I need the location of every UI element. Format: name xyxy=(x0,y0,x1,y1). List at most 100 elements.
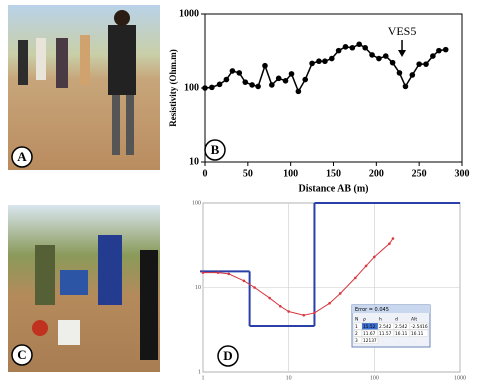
data-point xyxy=(396,70,403,76)
data-point xyxy=(423,61,429,67)
data-point xyxy=(362,44,368,51)
data-point xyxy=(216,81,223,88)
y-tick-label: 10 xyxy=(189,156,199,167)
data-point xyxy=(409,72,416,78)
sounding-point xyxy=(338,292,342,295)
panel-label-badge xyxy=(11,146,33,168)
data-point xyxy=(223,76,230,83)
table-cell-text: 1 xyxy=(355,324,358,330)
x-tick-label: 100 xyxy=(283,168,298,179)
data-point xyxy=(328,55,335,62)
data-point xyxy=(242,79,249,85)
data-point xyxy=(282,78,289,84)
sounding-point xyxy=(253,286,256,289)
sounding-point xyxy=(227,272,231,276)
sounding-point xyxy=(388,242,391,245)
x-tick-label: 150 xyxy=(326,168,341,179)
table-header: ρ xyxy=(363,318,366,323)
data-point xyxy=(322,58,328,65)
x-tick-label: 250 xyxy=(412,168,427,179)
table-cell xyxy=(409,322,429,330)
sounding-point xyxy=(354,276,357,280)
panel-label: C xyxy=(17,347,26,362)
sounding-point xyxy=(364,264,368,268)
data-point xyxy=(356,41,363,48)
x-tick-label: 1000 xyxy=(454,375,466,381)
panel-label: B xyxy=(211,142,220,157)
sounding-point xyxy=(302,313,306,317)
data-point xyxy=(335,47,342,54)
table-cell-text: 12137 xyxy=(363,338,377,344)
x-tick-label: 200 xyxy=(369,168,384,179)
sounding-point xyxy=(373,255,376,259)
y-tick-label: 10 xyxy=(195,285,201,291)
data-point xyxy=(229,68,236,74)
data-point xyxy=(436,47,442,54)
sounding-point xyxy=(328,302,331,305)
annotation: VES5 xyxy=(388,24,417,38)
data-point xyxy=(202,85,208,91)
data-point xyxy=(255,83,261,90)
data-point xyxy=(369,52,375,58)
y-tick-label: 100 xyxy=(192,200,201,206)
table-header: h xyxy=(379,317,382,323)
x-tick-label: 100 xyxy=(370,375,379,381)
data-point xyxy=(262,62,268,69)
data-point xyxy=(342,44,349,50)
panel-label: D xyxy=(223,348,232,363)
sounding-point xyxy=(216,271,220,274)
plot-frame xyxy=(204,13,463,163)
sounding-point xyxy=(201,271,205,274)
x-tick-label: 1 xyxy=(202,375,205,381)
data-point xyxy=(430,53,436,59)
data-point xyxy=(382,53,389,59)
table-cell xyxy=(361,336,379,344)
y-tick-label: 100 xyxy=(184,82,199,93)
table-cell-text: 2.542 xyxy=(379,324,392,330)
photo-c xyxy=(8,205,160,372)
panel-label-badge xyxy=(11,344,33,366)
data-point xyxy=(209,84,215,91)
sounding-point xyxy=(279,304,282,308)
data-point xyxy=(309,60,315,67)
panel-label: A xyxy=(17,149,27,164)
table-cell-text: 2.542 xyxy=(395,324,408,330)
table-cell-text: 16.11 xyxy=(411,331,424,337)
data-point xyxy=(402,83,409,90)
table-cell-text: 3 xyxy=(355,338,358,344)
table-cell-text: 15.52 xyxy=(363,324,376,330)
sounding-point xyxy=(313,311,316,315)
sounding-point xyxy=(391,237,395,240)
data-point xyxy=(275,75,282,82)
data-point xyxy=(249,82,255,88)
sounding-point xyxy=(268,296,271,300)
x-tick-label: 50 xyxy=(243,168,253,179)
table-header: N xyxy=(355,317,358,323)
x-axis-label: Distance AB (m) xyxy=(299,183,369,194)
data-point xyxy=(236,70,243,76)
data-point xyxy=(302,76,309,83)
table-cell-text: 2 xyxy=(355,331,358,337)
photo-a xyxy=(8,5,160,170)
data-point xyxy=(416,61,422,67)
panel-label-badge xyxy=(204,139,226,161)
sounding-point xyxy=(242,279,246,283)
table-title: Error = 0.045 xyxy=(355,307,389,313)
annotation-arrowhead xyxy=(398,50,407,57)
data-line xyxy=(204,43,446,94)
table-cell xyxy=(409,329,429,337)
y-axis-label: Resistivity (Ohm.m) xyxy=(168,49,178,127)
data-point xyxy=(376,55,382,62)
y-tick-label: 1 xyxy=(198,369,201,375)
table-cell-text: 16.11 xyxy=(395,331,408,337)
data-point xyxy=(295,88,302,95)
table-titlebar xyxy=(352,305,430,313)
data-point xyxy=(442,46,449,53)
x-tick-label: 0 xyxy=(203,168,208,179)
x-tick-label: 10 xyxy=(286,375,292,381)
data-point xyxy=(288,71,295,77)
sounding-point xyxy=(287,310,290,313)
y-tick-label: 1000 xyxy=(179,8,199,19)
table-cell-text: 11.57 xyxy=(379,331,392,337)
